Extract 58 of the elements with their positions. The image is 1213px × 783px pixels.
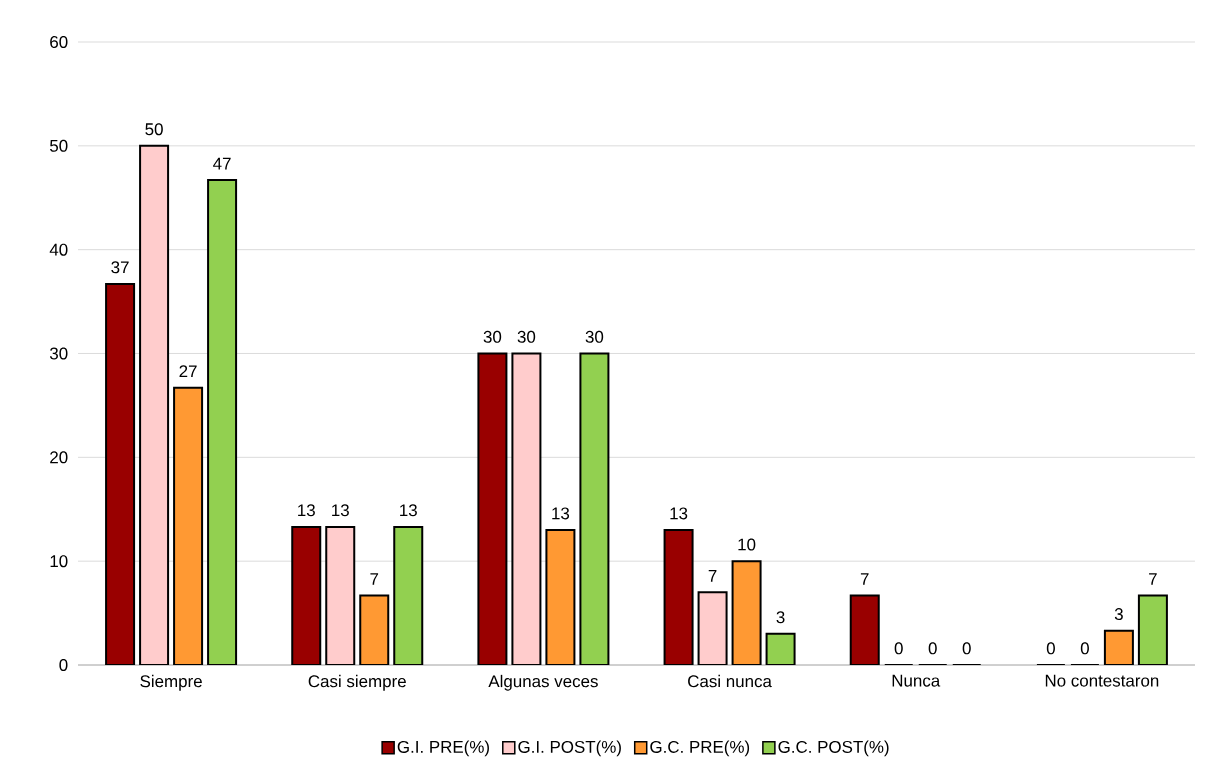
data-label: 13 (332, 504, 349, 517)
x-tick-label: Nunca (892, 674, 941, 687)
bar (105, 282, 136, 665)
y-tick-label: 20 (50, 451, 68, 464)
legend-label: G.C. PRE(%) (650, 740, 750, 757)
bar (139, 144, 170, 665)
bar (291, 525, 322, 665)
x-tick-label: Casi siempre (308, 674, 406, 691)
data-label: 13 (552, 507, 570, 520)
data-label: 3 (1114, 608, 1123, 621)
legend-label: G.I. PRE(%) (397, 740, 489, 757)
data-label: 13 (298, 504, 315, 517)
data-label: 13 (670, 507, 688, 520)
data-label: 7 (860, 573, 869, 585)
data-label: 37 (111, 261, 129, 274)
data-label: 13 (400, 504, 417, 517)
data-label: 7 (1149, 573, 1157, 585)
bar (325, 525, 356, 665)
data-label: 0 (1046, 642, 1055, 655)
data-label: 10 (738, 538, 756, 551)
data-label: 47 (213, 157, 231, 170)
bar (1137, 594, 1168, 665)
data-label: 50 (145, 123, 163, 136)
bar (545, 529, 576, 665)
y-tick-label: 10 (50, 555, 68, 568)
legend-label: G.I. POST(%) (518, 740, 621, 757)
y-tick-label: 30 (49, 347, 68, 360)
bar (207, 179, 238, 665)
data-label: 30 (483, 330, 502, 343)
x-tick-label: Siempre (140, 674, 202, 691)
bar (511, 352, 542, 665)
y-tick-label: 50 (49, 139, 68, 152)
y-tick-label: 0 (59, 659, 68, 671)
y-tick-label: 60 (50, 36, 68, 48)
bar (393, 525, 424, 665)
legend-label: G.C. POST(%) (778, 740, 889, 757)
bar (359, 594, 390, 665)
data-label: 30 (517, 330, 536, 343)
data-label: 0 (962, 642, 971, 655)
bar (579, 352, 610, 665)
bar (731, 560, 762, 665)
x-tick-label: Casi nunca (688, 674, 772, 688)
bar (849, 594, 880, 665)
y-tick-label: 40 (49, 243, 68, 256)
data-label: 27 (179, 365, 197, 378)
x-tick-label: No contestaron (1045, 674, 1159, 687)
data-label: 3 (776, 611, 785, 624)
bar (173, 386, 204, 665)
data-label: 30 (585, 330, 604, 343)
data-label: 0 (894, 642, 903, 655)
data-label: 0 (928, 642, 937, 655)
bar (697, 591, 728, 665)
data-label: 7 (370, 573, 379, 585)
bar (663, 529, 694, 665)
x-tick-label: Algunas veces (488, 674, 598, 691)
data-label: 0 (1080, 642, 1089, 655)
bar (477, 352, 508, 665)
data-label: 7 (708, 570, 717, 582)
